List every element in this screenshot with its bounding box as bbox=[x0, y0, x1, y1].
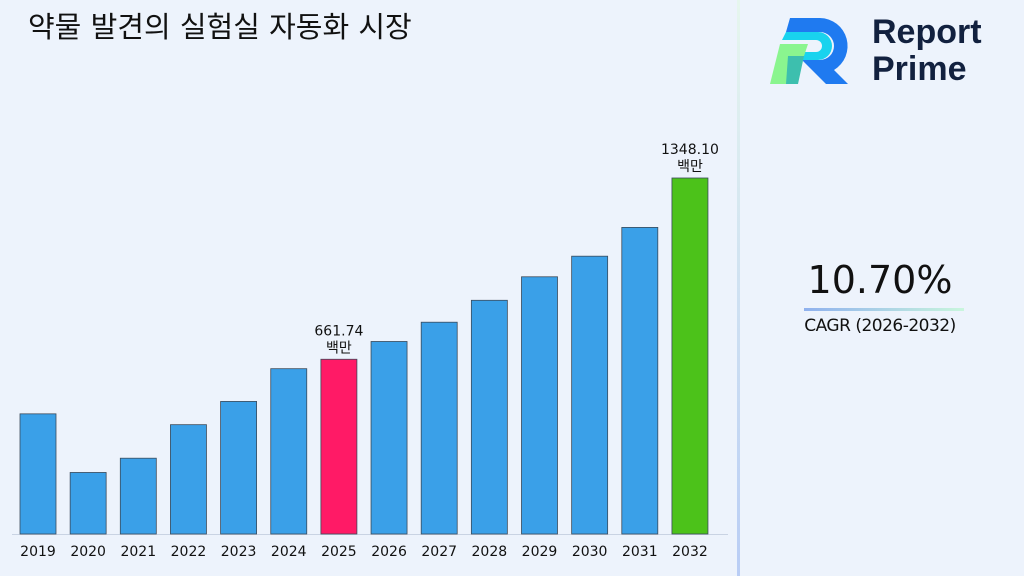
cagr-label: CAGR (2026-2032) bbox=[804, 316, 956, 336]
x-tick-label: 2023 bbox=[221, 544, 257, 560]
x-tick-label: 2032 bbox=[672, 544, 708, 560]
x-tick-label: 2030 bbox=[572, 544, 608, 560]
report-prime-logo: Report Prime bbox=[768, 14, 1008, 90]
x-tick-label: 2025 bbox=[321, 544, 357, 560]
data-label-unit: 백만 bbox=[326, 340, 352, 356]
bar-2022 bbox=[170, 424, 207, 535]
logo-mark-icon bbox=[770, 18, 848, 84]
cagr-underline bbox=[804, 308, 964, 311]
x-tick-label: 2027 bbox=[421, 544, 457, 560]
bar-2019 bbox=[19, 413, 57, 535]
x-tick-label: 2019 bbox=[20, 544, 56, 560]
data-label-value: 661.74 bbox=[314, 323, 363, 339]
bar-2032 bbox=[671, 177, 709, 535]
cagr-value: 10.70% bbox=[807, 258, 953, 302]
chart-title: 약물 발견의 실험실 자동화 시장 bbox=[28, 10, 412, 44]
x-tick-label: 2021 bbox=[120, 544, 156, 560]
x-tick-label: 2020 bbox=[70, 544, 106, 560]
bar-2021 bbox=[119, 457, 157, 535]
x-tick-label: 2031 bbox=[622, 544, 658, 560]
bar-2026 bbox=[370, 341, 408, 535]
logo-text-prime: Prime bbox=[872, 50, 967, 88]
bar-2028 bbox=[470, 299, 508, 535]
divider bbox=[737, 0, 740, 576]
bar-2027 bbox=[420, 321, 458, 535]
bar-2029 bbox=[521, 276, 558, 535]
x-tick-label: 2026 bbox=[371, 544, 407, 560]
bar-2020 bbox=[69, 472, 107, 535]
bar-2031 bbox=[621, 227, 659, 535]
data-label-unit: 백만 bbox=[677, 159, 703, 175]
bar-2030 bbox=[571, 255, 609, 535]
x-tick-label: 2022 bbox=[171, 544, 207, 560]
bar-2024 bbox=[270, 368, 308, 535]
x-tick-label: 2024 bbox=[271, 544, 307, 560]
bar-2023 bbox=[220, 401, 258, 535]
x-tick-label: 2028 bbox=[472, 544, 508, 560]
x-tick-label: 2029 bbox=[522, 544, 558, 560]
bar-2025 bbox=[320, 358, 358, 535]
data-label-value: 1348.10 bbox=[661, 142, 719, 158]
logo-text-report: Report bbox=[872, 13, 982, 51]
bar-chart: 2019 2020 2021 2022 2023 2024 2025661.74백만2026… bbox=[12, 142, 728, 560]
